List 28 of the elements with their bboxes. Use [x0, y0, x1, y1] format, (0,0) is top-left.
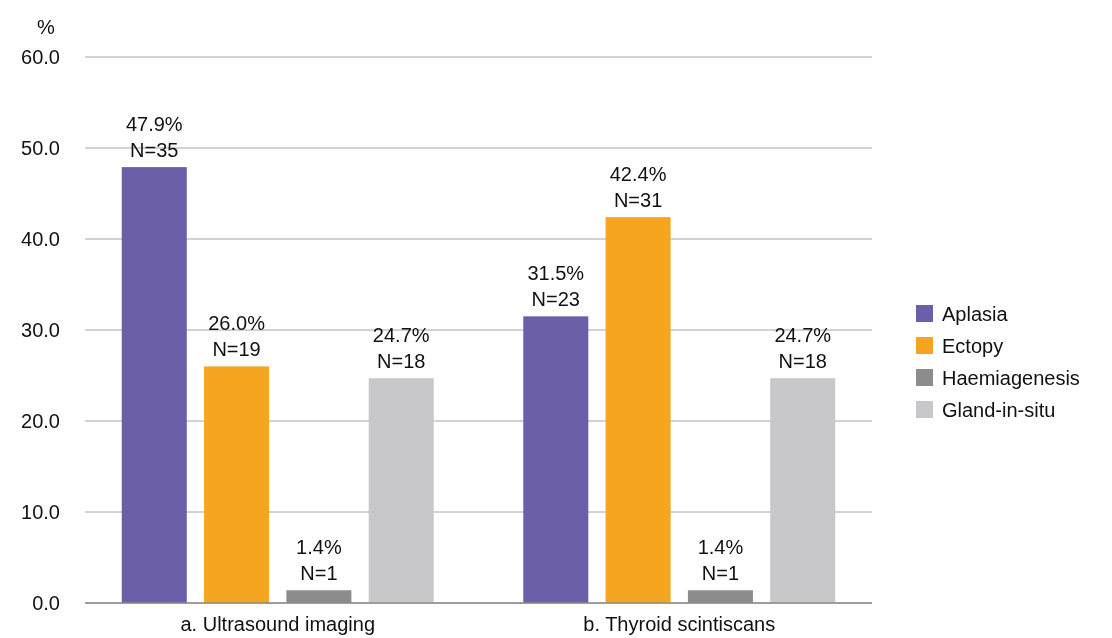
bar: [368, 378, 434, 603]
data-label: 47.9% N=35: [125, 113, 183, 162]
y-tick-label: 40.0: [21, 228, 60, 250]
data-label: 42.4% N=31: [609, 163, 667, 212]
data-label: 31.5% N=23: [527, 262, 585, 311]
data-label: 24.7% N=18: [372, 324, 430, 373]
legend-label: Gland-in-situ: [942, 399, 1056, 421]
bar: [523, 316, 589, 603]
data-label: 24.7% N=18: [774, 324, 832, 373]
y-tick-label: 0.0: [32, 592, 60, 614]
y-tick-label: 10.0: [21, 501, 60, 523]
data-label: 1.4% N=1: [697, 536, 744, 585]
x-tick-label: b. Thyroid scintiscans: [583, 613, 776, 635]
bar: [121, 167, 187, 603]
data-label: 1.4% N=1: [296, 536, 342, 585]
y-tick-label: 30.0: [21, 319, 60, 341]
legend-label: Ectopy: [942, 335, 1004, 357]
legend-label: Haemiagenesis: [942, 367, 1080, 389]
y-tick-label: 60.0: [21, 46, 60, 68]
x-tick-label: a. Ultrasound imaging: [180, 613, 376, 635]
y-tick-label: 50.0: [21, 137, 60, 159]
bar: [770, 378, 836, 603]
y-tick-label: 20.0: [21, 410, 60, 432]
bar: [204, 366, 270, 603]
y-axis-title: %: [37, 16, 56, 38]
data-label: 26.0% N=19: [208, 312, 266, 361]
legend-label: Aplasia: [942, 303, 1009, 325]
bar: [605, 217, 671, 603]
